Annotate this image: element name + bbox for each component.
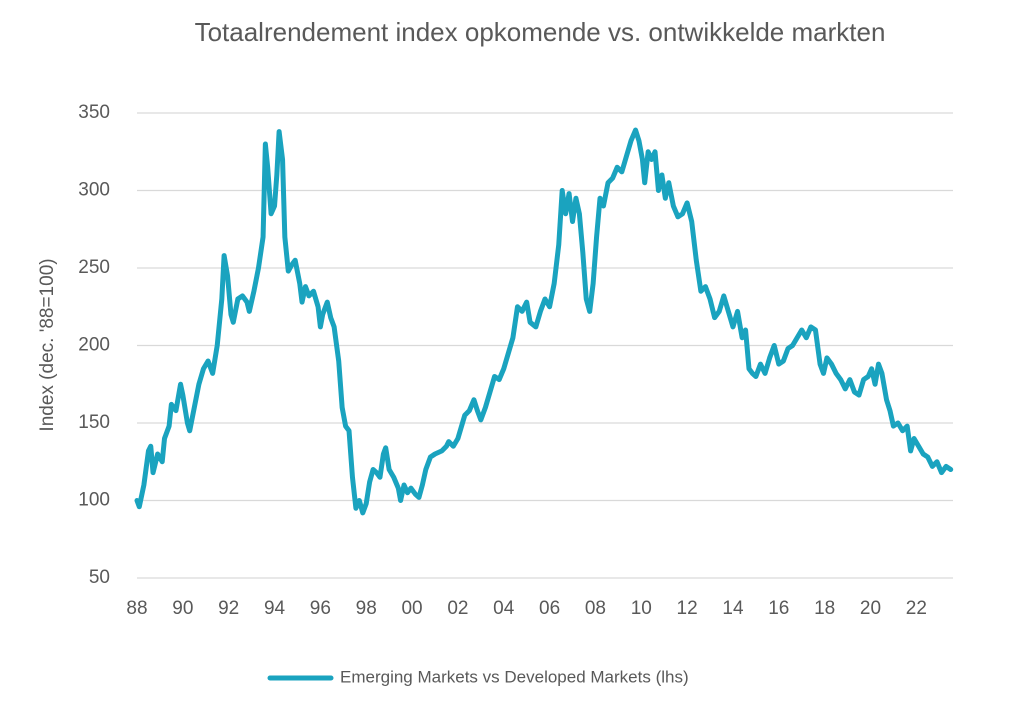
x-tick-label: 90 [172,598,193,619]
legend-label: Emerging Markets vs Developed Markets (l… [340,667,689,686]
y-tick-label: 100 [78,490,110,511]
y-tick-label: 350 [78,102,110,123]
x-tick-label: 98 [356,598,377,619]
x-tick-label: 18 [814,598,835,619]
y-tick-label: 50 [89,567,110,588]
y-tick-label: 300 [78,180,110,201]
x-tick-label: 20 [860,598,881,619]
x-tick-label: 92 [218,598,239,619]
x-tick-label: 14 [722,598,744,619]
x-tick-label: 02 [447,598,468,619]
chart-title: Totaalrendement index opkomende vs. ontw… [194,17,886,47]
y-tick-label: 150 [78,412,110,433]
x-tick-label: 12 [677,598,698,619]
x-tick-label: 96 [310,598,331,619]
x-tick-label: 06 [539,598,560,619]
x-tick-label: 08 [585,598,606,619]
x-tick-label: 10 [631,598,652,619]
y-tick-label: 250 [78,257,110,278]
y-axis-label: Index (dec. '88=100) [37,258,58,431]
x-tick-label: 16 [768,598,789,619]
data-line [134,127,954,516]
y-tick-label: 200 [78,335,110,356]
x-tick-label: 22 [906,598,927,619]
x-tick-label: 00 [401,598,422,619]
x-tick-label: 88 [126,598,147,619]
x-tick-label: 94 [264,598,286,619]
x-tick-label: 04 [493,598,515,619]
